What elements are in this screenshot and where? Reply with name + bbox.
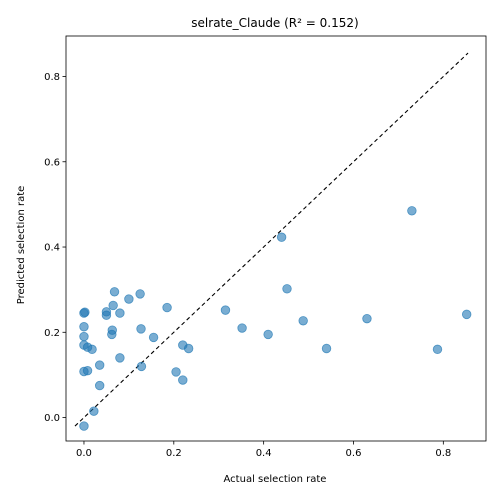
data-point bbox=[94, 380, 105, 391]
data-point bbox=[136, 361, 147, 372]
data-point bbox=[79, 331, 89, 342]
data-point bbox=[136, 324, 146, 334]
data-point bbox=[124, 294, 134, 304]
data-point bbox=[89, 406, 99, 416]
data-point bbox=[407, 206, 417, 216]
data-point bbox=[461, 309, 472, 320]
data-point bbox=[115, 353, 125, 363]
y-axis-label: Predicted selection rate bbox=[16, 186, 27, 305]
data-point bbox=[94, 360, 105, 370]
data-point bbox=[82, 365, 93, 376]
data-point bbox=[263, 329, 273, 340]
data-point bbox=[107, 325, 117, 335]
data-point bbox=[282, 284, 292, 294]
data-point bbox=[237, 323, 247, 333]
y-tick-label: 0.4 bbox=[44, 243, 60, 254]
data-point bbox=[80, 307, 90, 317]
data-point bbox=[115, 308, 125, 318]
data-point bbox=[432, 344, 443, 355]
data-point bbox=[162, 302, 172, 313]
data-point bbox=[276, 232, 287, 242]
y-tick-label: 0.6 bbox=[44, 157, 60, 168]
data-point bbox=[79, 421, 89, 431]
data-point bbox=[79, 322, 89, 332]
plot-area bbox=[74, 52, 472, 431]
x-tick-label: 0.0 bbox=[76, 448, 92, 459]
x-tick-label: 0.8 bbox=[435, 448, 451, 459]
x-tick-label: 0.4 bbox=[256, 448, 272, 459]
x-tick-label: 0.2 bbox=[166, 448, 182, 459]
data-point bbox=[178, 375, 188, 385]
data-point bbox=[148, 332, 159, 343]
data-point bbox=[362, 313, 372, 324]
axes-frame bbox=[65, 35, 487, 442]
data-point bbox=[87, 344, 97, 355]
data-point bbox=[171, 367, 181, 377]
y-tick-label: 0.0 bbox=[44, 413, 60, 424]
data-point bbox=[101, 307, 112, 317]
data-point bbox=[135, 289, 145, 299]
y-tick-label: 0.8 bbox=[44, 72, 60, 83]
axis-ticks: 0.0 0.2 0.4 0.6 0.8 0.0 0.2 0.4 0.6 0.8 bbox=[44, 72, 451, 459]
data-point bbox=[183, 343, 194, 354]
reference-line bbox=[74, 52, 469, 427]
data-point bbox=[108, 300, 118, 311]
chart-title: selrate_Claude (R² = 0.152) bbox=[191, 16, 358, 30]
data-point bbox=[321, 343, 332, 354]
y-tick-label: 0.2 bbox=[44, 328, 60, 339]
data-point bbox=[298, 316, 308, 326]
x-tick-label: 0.6 bbox=[346, 448, 362, 459]
data-point bbox=[220, 305, 231, 315]
data-point bbox=[109, 287, 120, 297]
x-axis-label: Actual selection rate bbox=[224, 474, 327, 485]
